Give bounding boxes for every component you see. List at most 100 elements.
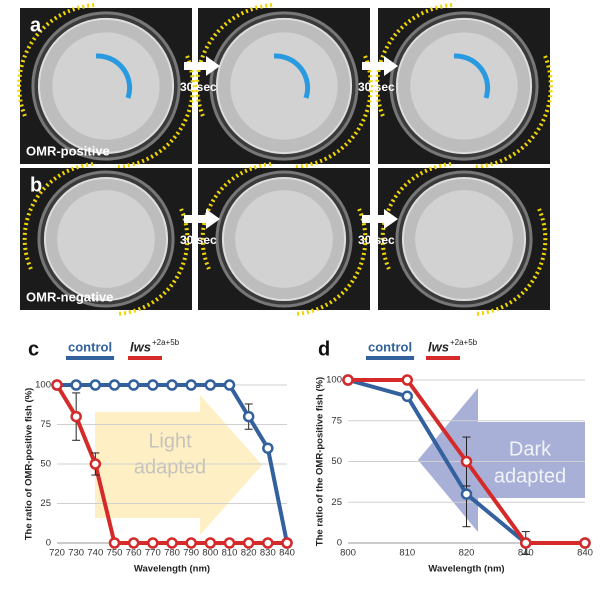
marker <box>204 379 217 391</box>
interval-label: 30 sec <box>180 80 217 94</box>
x-tick-label: 790 <box>183 548 199 559</box>
stripe-indicator <box>380 161 455 270</box>
y-tick-label: 25 <box>40 498 51 509</box>
stripe-indicator <box>115 55 195 170</box>
marker <box>401 374 413 386</box>
marker <box>89 458 102 470</box>
marker <box>262 442 274 454</box>
stripe-indicator <box>22 161 97 270</box>
y-tick-label: 75 <box>331 415 342 426</box>
swim-direction <box>273 53 311 99</box>
marker <box>108 379 121 391</box>
marker <box>70 379 82 391</box>
dish-inner <box>235 190 333 288</box>
x-tick-label: 740 <box>87 548 103 559</box>
dish-inner <box>415 190 513 288</box>
annotation: Light <box>148 430 192 452</box>
y-tick-label: 0 <box>46 538 51 549</box>
legend-label: control <box>368 339 412 354</box>
panel-label: a <box>30 14 42 36</box>
dish-inner <box>230 32 338 140</box>
stripe-indicator <box>115 208 190 317</box>
x-tick-label: 810 <box>399 548 415 559</box>
y-axis-title: The ratio of OMR-positive fish (%) <box>24 388 35 541</box>
marker <box>460 455 473 468</box>
y-tick-label: 50 <box>40 459 51 470</box>
x-tick-label: 780 <box>164 548 180 559</box>
stripe-indicator <box>293 55 373 170</box>
marker <box>127 379 140 391</box>
marker <box>108 537 121 549</box>
interval-label: 30 sec <box>358 233 395 247</box>
marker <box>185 537 197 549</box>
panel-label: d <box>318 338 330 360</box>
marker <box>223 379 236 391</box>
legend-label: lws <box>130 339 151 354</box>
annotation: adapted <box>494 465 566 487</box>
legend-label: control <box>68 339 112 354</box>
x-tick-label: 800 <box>340 548 356 559</box>
y-tick-label: 100 <box>326 375 342 386</box>
marker <box>70 410 82 423</box>
legend-superscript: +2a+5b <box>450 338 478 347</box>
marker <box>460 488 473 500</box>
marker <box>166 537 178 549</box>
marker <box>401 390 413 403</box>
marker <box>520 537 532 549</box>
stripe-indicator <box>473 55 553 170</box>
marker <box>281 537 293 549</box>
photo-caption: OMR-negative <box>26 289 113 304</box>
marker <box>262 537 274 549</box>
stripe-indicator <box>293 208 368 317</box>
dark-arrow <box>418 388 585 532</box>
y-tick-label: 25 <box>331 497 342 508</box>
stripe-indicator <box>200 161 275 270</box>
panel-label: b <box>30 174 42 196</box>
x-tick-label: 830 <box>260 548 276 559</box>
y-tick-label: 0 <box>337 538 342 549</box>
marker <box>579 537 591 549</box>
x-tick-label: 770 <box>145 548 161 559</box>
marker <box>89 379 102 391</box>
x-axis-title: Wavelength (nm) <box>134 564 210 575</box>
marker <box>51 379 63 391</box>
x-tick-label: 810 <box>222 548 238 559</box>
dish-inner <box>52 32 160 140</box>
dish-inner <box>57 190 155 288</box>
marker <box>147 537 159 549</box>
interval-arrow <box>184 56 220 76</box>
dish-inner <box>410 32 518 140</box>
marker <box>242 410 255 423</box>
swim-direction <box>453 53 491 99</box>
stripe-indicator <box>375 2 455 117</box>
swim-direction <box>95 53 133 99</box>
y-tick-label: 75 <box>40 419 51 430</box>
photo-panels: a OMR-positive 30 sec 30 sec b OMR-negative 30… <box>17 2 553 317</box>
interval-label: 30 sec <box>358 80 395 94</box>
y-tick-label: 100 <box>35 380 51 391</box>
interval-arrow <box>362 209 398 229</box>
x-tick-label: 820 <box>241 548 257 559</box>
x-tick-label: 750 <box>107 548 123 559</box>
interval-label: 30 sec <box>180 233 217 247</box>
x-axis-title: Wavelength (nm) <box>428 564 504 575</box>
light-arrow <box>95 395 262 535</box>
stripe-indicator <box>17 2 97 117</box>
marker <box>127 537 140 549</box>
marker <box>204 537 217 549</box>
interval-arrow <box>184 209 220 229</box>
annotation: Dark <box>509 438 552 460</box>
x-tick-label: 800 <box>202 548 218 559</box>
marker <box>185 379 197 391</box>
x-tick-label: 730 <box>68 548 84 559</box>
y-axis-title: The ratio of the OMR-positive fish (%) <box>315 377 326 546</box>
marker <box>342 374 354 386</box>
marker <box>166 379 178 391</box>
marker <box>223 537 236 549</box>
x-tick-label: 840 <box>279 548 295 559</box>
stripe-indicator <box>195 2 275 117</box>
marker <box>242 537 255 549</box>
interval-arrow <box>362 56 398 76</box>
legend-superscript: +2a+5b <box>152 338 180 347</box>
